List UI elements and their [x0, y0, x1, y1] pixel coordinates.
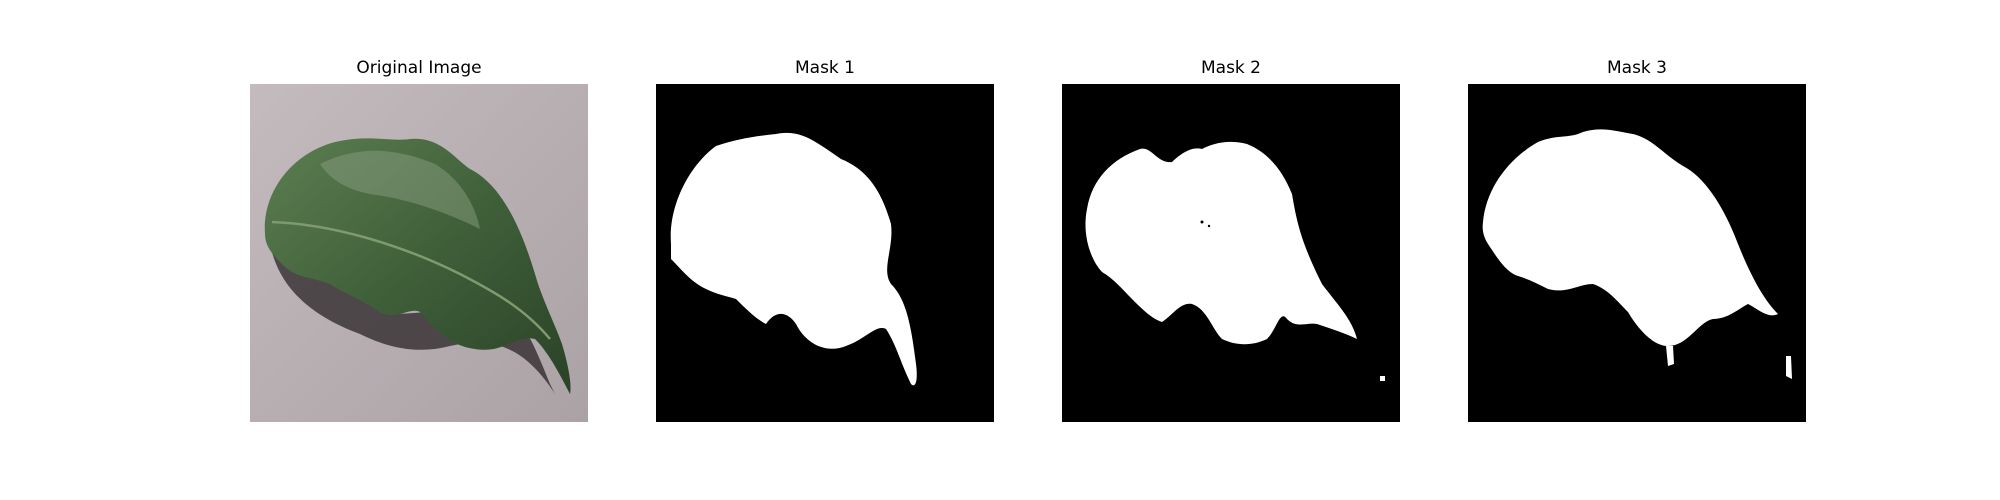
mask-2 [1062, 84, 1400, 422]
mask-3 [1468, 84, 1806, 422]
mask-1-image [656, 84, 994, 422]
leaf [264, 138, 571, 394]
leaf-highlight [320, 150, 480, 229]
leaf-midrib [271, 220, 551, 340]
panel-title-mask-1: Mask 1 [794, 58, 855, 78]
mask-foreground [670, 132, 917, 386]
panel-title-original: Original Image [356, 58, 482, 78]
mask-noise [1200, 220, 1204, 224]
mask-speck [1666, 346, 1674, 366]
panel-title-mask-2: Mask 2 [1200, 58, 1261, 78]
mask-foreground [1482, 129, 1778, 346]
leaf-photo [250, 84, 588, 422]
mask-foreground [1085, 141, 1357, 345]
mask-2-image [1062, 84, 1400, 422]
panel-title-mask-3: Mask 3 [1606, 58, 1667, 78]
mask-speck [1786, 356, 1792, 379]
mask-noise [1207, 224, 1211, 228]
mask-speck [1380, 376, 1385, 381]
mask-1 [656, 84, 994, 422]
leaf-shadow [270, 244, 555, 394]
mask-3-image [1468, 84, 1806, 422]
original-image [250, 84, 588, 422]
